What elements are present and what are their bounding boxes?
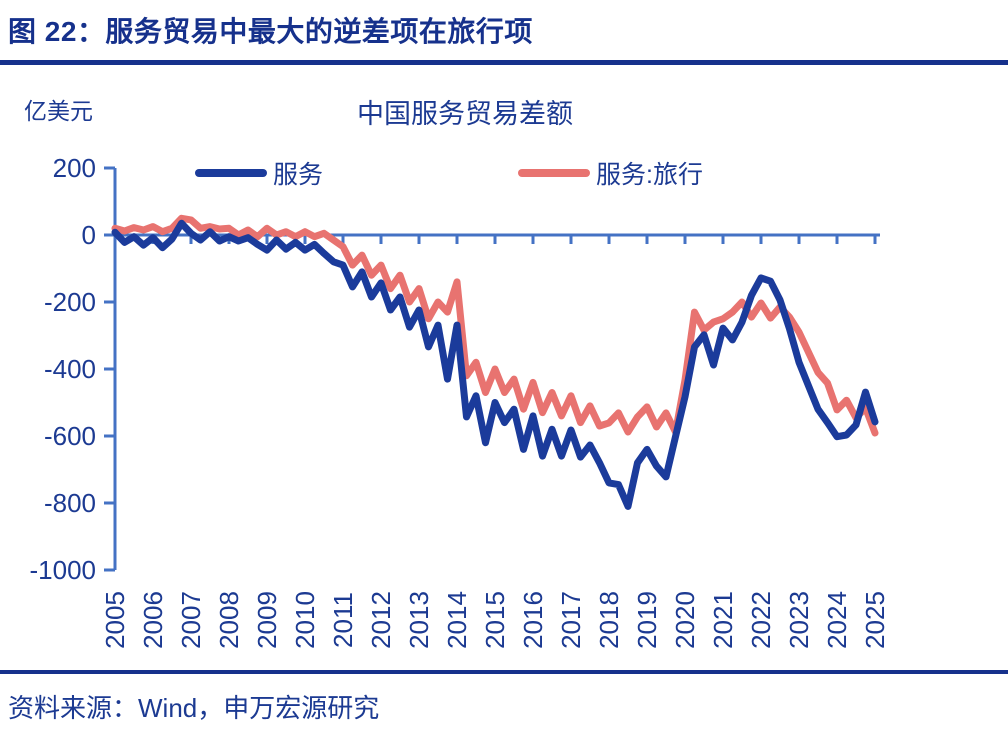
y-tick-label: -600: [43, 421, 96, 451]
x-tick-label: 2013: [404, 591, 434, 649]
source-note: 资料来源：Wind，申万宏源研究: [8, 693, 380, 723]
figure-title: 图 22：服务贸易中最大的逆差项在旅行项: [8, 16, 533, 47]
y-tick-label: 0: [81, 220, 96, 250]
y-tick-label: -400: [43, 354, 96, 384]
y-tick-label: -200: [43, 287, 96, 317]
x-tick-label: 2019: [632, 591, 662, 649]
legend-swatch-travel-icon: [518, 169, 590, 177]
x-tick-label: 2023: [784, 591, 814, 649]
legend-label-travel: 服务:旅行: [596, 161, 703, 189]
header-divider: [0, 60, 1008, 65]
x-tick-label: 2014: [442, 591, 472, 649]
y-tick-label: -800: [43, 488, 96, 518]
x-tick-label: 2021: [708, 591, 738, 649]
x-tick-label: 2017: [556, 591, 586, 649]
legend-swatch-services-icon: [195, 169, 267, 177]
x-tick-label: 2007: [176, 591, 206, 649]
legend-label-services: 服务: [273, 161, 324, 189]
x-tick-label: 2022: [746, 591, 776, 649]
y-tick-label: 200: [52, 153, 96, 183]
x-tick-label: 2020: [670, 591, 700, 649]
footer-divider: [0, 670, 1008, 674]
x-tick-label: 2009: [252, 591, 282, 649]
y-axis-unit-label: 亿美元: [24, 98, 93, 124]
x-tick-label: 2006: [138, 591, 168, 649]
legend-item-travel: 服务:旅行: [518, 160, 703, 189]
legend-item-services: 服务: [195, 160, 323, 189]
x-tick-label: 2024: [822, 591, 852, 649]
x-tick-label: 2008: [214, 591, 244, 649]
x-tick-label: 2016: [518, 591, 548, 649]
x-tick-label: 2011: [328, 592, 358, 648]
x-tick-label: 2018: [594, 591, 624, 649]
x-tick-label: 2010: [290, 591, 320, 649]
x-tick-label: 2005: [100, 591, 130, 649]
y-tick-label: -1000: [29, 555, 97, 585]
x-tick-label: 2012: [366, 591, 396, 649]
x-tick-label: 2015: [480, 591, 510, 649]
x-tick-label: 2025: [860, 591, 890, 649]
series-line-services: [111, 219, 879, 510]
chart-title: 中国服务贸易差额: [357, 99, 573, 129]
